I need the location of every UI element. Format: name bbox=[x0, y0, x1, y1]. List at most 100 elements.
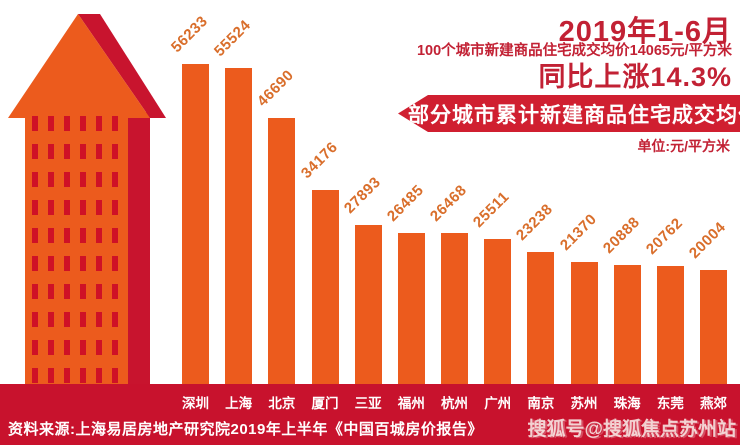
building-window bbox=[112, 256, 118, 271]
building-window bbox=[80, 116, 86, 131]
city-label-北京: 北京 bbox=[268, 396, 296, 411]
bar-广州 bbox=[484, 239, 512, 384]
header-yoy-growth: 同比上涨14.3% bbox=[538, 62, 732, 92]
city-label-深圳: 深圳 bbox=[182, 396, 209, 411]
building-window bbox=[80, 256, 86, 271]
bar-value-label: 55524 bbox=[211, 16, 255, 60]
building-window bbox=[64, 200, 70, 215]
building-window bbox=[64, 116, 70, 131]
source-note: 资料来源:上海易居房地产研究院2019年上半年《中国百城房价报告》 bbox=[8, 421, 483, 438]
header-period: 2019年1-6月 bbox=[558, 16, 732, 48]
bottom-strip: 深圳 上海 北京 厦门 三亚 福州 杭州 广州 南京 苏州 珠海 东莞 燕郊 资料来源:上海易居房地产研… bbox=[0, 384, 740, 445]
building-window bbox=[32, 256, 38, 271]
building-arrow-graphic bbox=[8, 14, 166, 384]
city-label-燕郊: 燕郊 bbox=[700, 396, 728, 411]
building-window bbox=[48, 368, 54, 383]
bar-珠海 bbox=[613, 265, 641, 384]
building-window bbox=[80, 144, 86, 159]
bar-苏州 bbox=[570, 262, 598, 384]
building-window bbox=[48, 200, 54, 215]
building-window bbox=[96, 256, 102, 271]
bar-value-label: 56233 bbox=[167, 12, 212, 56]
building-window bbox=[96, 340, 102, 355]
building-window bbox=[64, 172, 70, 187]
bar-三亚 bbox=[354, 225, 382, 384]
bar-厦门 bbox=[311, 190, 339, 384]
bar-福州 bbox=[397, 233, 425, 384]
building-window bbox=[48, 340, 54, 355]
city-label-东莞: 东莞 bbox=[656, 396, 684, 411]
city-label-厦门: 厦门 bbox=[311, 396, 339, 411]
building-window bbox=[64, 256, 70, 271]
bar-value-label: 20762 bbox=[642, 214, 687, 258]
unit-label: 单位:元/平方米 bbox=[637, 138, 730, 154]
building-window bbox=[32, 284, 38, 299]
bar-杭州 bbox=[441, 233, 469, 384]
building-window bbox=[112, 144, 118, 159]
bar-value-label: 20888 bbox=[599, 213, 643, 257]
building-window bbox=[96, 200, 102, 215]
building-window bbox=[48, 172, 54, 187]
bar-value-label: 26468 bbox=[426, 181, 471, 225]
building-window bbox=[32, 228, 38, 243]
building-window bbox=[96, 116, 102, 131]
bar-东莞 bbox=[656, 266, 684, 384]
bar-北京 bbox=[268, 118, 296, 384]
building-window bbox=[112, 312, 118, 327]
bar-value-label: 25511 bbox=[470, 188, 513, 231]
building-window bbox=[80, 200, 86, 215]
building-window bbox=[96, 284, 102, 299]
bar-value-label: 23238 bbox=[513, 200, 557, 244]
building-window bbox=[64, 144, 70, 159]
building-window bbox=[80, 340, 86, 355]
building-window bbox=[96, 144, 102, 159]
city-label-南京: 南京 bbox=[527, 396, 555, 411]
header-subtitle: 100个城市新建商品住宅成交均价14065元/平方米 bbox=[416, 43, 732, 59]
city-label-三亚: 三亚 bbox=[354, 396, 382, 411]
building-window bbox=[80, 228, 86, 243]
building-window bbox=[32, 116, 38, 131]
building-window bbox=[112, 284, 118, 299]
bar-value-label: 26485 bbox=[383, 181, 428, 225]
building-side-panel bbox=[128, 112, 150, 384]
building-window bbox=[112, 368, 118, 383]
building-window bbox=[80, 172, 86, 187]
building-window bbox=[112, 228, 118, 243]
bar-燕郊 bbox=[700, 270, 728, 384]
building-window bbox=[96, 228, 102, 243]
building-window bbox=[32, 312, 38, 327]
building-window bbox=[112, 340, 118, 355]
city-label-苏州: 苏州 bbox=[570, 396, 598, 411]
building-window bbox=[32, 368, 38, 383]
building-window bbox=[32, 200, 38, 215]
building-window bbox=[64, 312, 70, 327]
building-window bbox=[64, 284, 70, 299]
city-label-广州: 广州 bbox=[484, 396, 512, 411]
city-label-杭州: 杭州 bbox=[441, 396, 469, 411]
building-window bbox=[112, 116, 118, 131]
building-window bbox=[112, 200, 118, 215]
bar-value-label: 27893 bbox=[340, 173, 384, 217]
building-window bbox=[48, 284, 54, 299]
roof-triangle bbox=[8, 14, 150, 118]
bar-value-label: 34176 bbox=[297, 138, 341, 182]
city-label-上海: 上海 bbox=[225, 396, 253, 411]
bar-value-label: 21370 bbox=[556, 210, 600, 254]
building-window bbox=[48, 312, 54, 327]
roof-shadow bbox=[78, 14, 166, 118]
bar-上海 bbox=[225, 68, 253, 384]
building-window bbox=[64, 368, 70, 383]
watermark: 搜狐号@搜狐焦点苏州站 bbox=[527, 419, 736, 440]
building-window bbox=[32, 340, 38, 355]
building-window bbox=[112, 172, 118, 187]
building-window bbox=[48, 256, 54, 271]
building-window bbox=[48, 144, 54, 159]
bar-深圳 bbox=[182, 64, 209, 384]
building-window bbox=[80, 284, 86, 299]
building-window bbox=[64, 340, 70, 355]
building-window bbox=[80, 368, 86, 383]
building-window bbox=[48, 228, 54, 243]
building-window bbox=[96, 172, 102, 187]
bar-value-label: 20004 bbox=[686, 218, 730, 262]
building-window bbox=[96, 312, 102, 327]
